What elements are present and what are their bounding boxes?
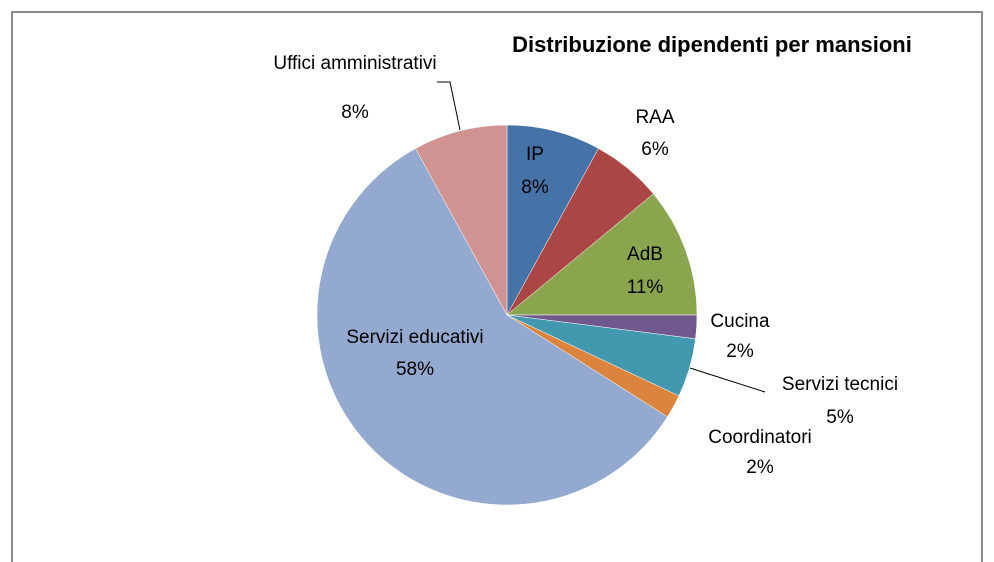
value-label: 11% (626, 277, 664, 298)
category-label: IP (526, 144, 544, 165)
value-label: 8% (521, 177, 549, 198)
category-label: Coordinatori (708, 427, 812, 448)
pie-slice (415, 124, 508, 316)
chart-title: Distribuzione dipendenti per mansioni (512, 32, 912, 57)
value-label: 6% (641, 139, 669, 160)
pie-slice (506, 193, 698, 316)
value-label: 2% (746, 457, 774, 478)
leader-line (689, 367, 766, 393)
category-label: AdB (627, 244, 663, 265)
category-label: Servizi educativi (346, 327, 484, 348)
value-label: 8% (341, 102, 369, 123)
category-label: Uffici amministrativi (273, 53, 437, 74)
category-label: Cucina (710, 311, 770, 332)
pie-slice (506, 124, 599, 316)
category-label: RAA (635, 107, 675, 128)
pie-slice (316, 148, 668, 506)
value-label: 2% (726, 341, 754, 362)
value-label: 58% (395, 359, 435, 380)
leader-line (437, 81, 461, 131)
value-label: 5% (826, 407, 854, 428)
category-label: Servizi tecnici (781, 374, 899, 395)
frame (11, 11, 983, 562)
